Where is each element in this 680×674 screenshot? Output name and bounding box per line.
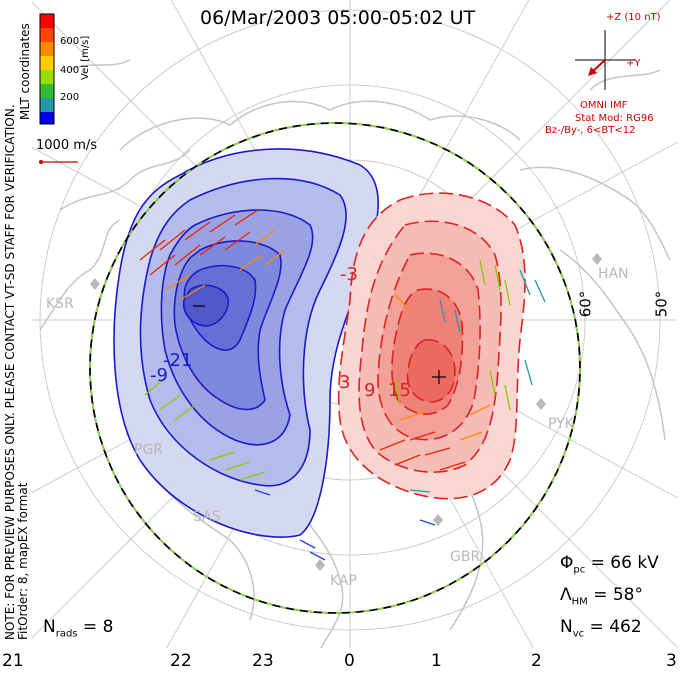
- mlt-tick-2: 2: [531, 651, 542, 671]
- potential-extrema: [193, 305, 446, 384]
- stat-cross-polar-potential: Φpc = 66 kV: [560, 553, 659, 576]
- stat-vector-count: Nvc = 462: [560, 617, 642, 640]
- imf-y-label: +Y: [626, 58, 641, 69]
- stat-hmb-latitude: ΛHM = 58°: [560, 585, 643, 608]
- imf-condition: Bz-/By-, 6<BT<12: [545, 125, 636, 136]
- station-sas: SAS: [193, 509, 221, 525]
- station-han: HAN: [598, 266, 629, 282]
- contour-neg-33: [182, 284, 229, 327]
- station-ksr: KSR: [46, 296, 74, 312]
- mlt-tick-22: 22: [170, 651, 192, 671]
- mlt-tick-1: 1: [431, 651, 442, 671]
- colorbar-unit: Vel [m/s]: [80, 35, 91, 80]
- velocity-legend-label: 1000 m/s: [36, 138, 98, 153]
- station-pgr: PGR: [134, 442, 164, 458]
- imf-z-label: +Z (10 nT): [606, 12, 661, 23]
- coastlines: [39, 59, 671, 648]
- mlt-tick-23: 23: [252, 651, 274, 671]
- imf-source: OMNI IMF: [580, 100, 628, 111]
- dawn-convection-cell: [337, 192, 526, 500]
- stat-nrads: Nrads = 8: [43, 617, 114, 640]
- velocity-colorbar: [39, 13, 55, 125]
- velocity-legend-vector: [39, 160, 78, 164]
- mlt-tick-21: 21: [2, 651, 24, 671]
- coordinate-system-label: MLT coordinates: [18, 23, 32, 120]
- lat-label-50: 50°: [652, 290, 671, 318]
- mlt-tick-0: 0: [344, 651, 355, 671]
- heppner-maynard-boundary-dash: [89, 122, 581, 614]
- contour-pos-27: [406, 339, 456, 403]
- map-title: 06/Mar/2003 05:00-05:02 UT: [200, 7, 476, 29]
- contour-label-neg-9: -9: [150, 365, 168, 386]
- contour-label-neg-21: -21: [163, 350, 193, 371]
- station-pyk: PYK: [548, 416, 574, 432]
- colorbar-label-200: 200: [60, 92, 80, 103]
- velocity-vectors: [139, 209, 546, 561]
- colorbar-label-600: 600: [60, 36, 80, 47]
- colorbar-label-400: 400: [60, 65, 80, 76]
- station-gbr: GBR: [450, 549, 481, 565]
- contour-label-neg-3: -3: [340, 264, 358, 285]
- imf-model: Stat Mod: RG96: [575, 113, 654, 124]
- fit-order-note: FitOrder: 8, mapEX format: [16, 482, 30, 640]
- imf-dial: [575, 30, 635, 90]
- station-kap: KAP: [330, 573, 357, 589]
- dusk-convection-cell: [113, 148, 379, 538]
- mlt-tick-3: 3: [666, 651, 677, 671]
- lat-label-60: 60°: [576, 290, 595, 318]
- preview-note: NOTE: FOR PREVIEW PURPOSES ONLY. PLEASE …: [3, 104, 17, 640]
- contour-label-pos-3: 3: [339, 372, 351, 393]
- contour-label-pos-9: 9: [364, 380, 376, 401]
- contour-label-pos-15: 15: [388, 380, 411, 401]
